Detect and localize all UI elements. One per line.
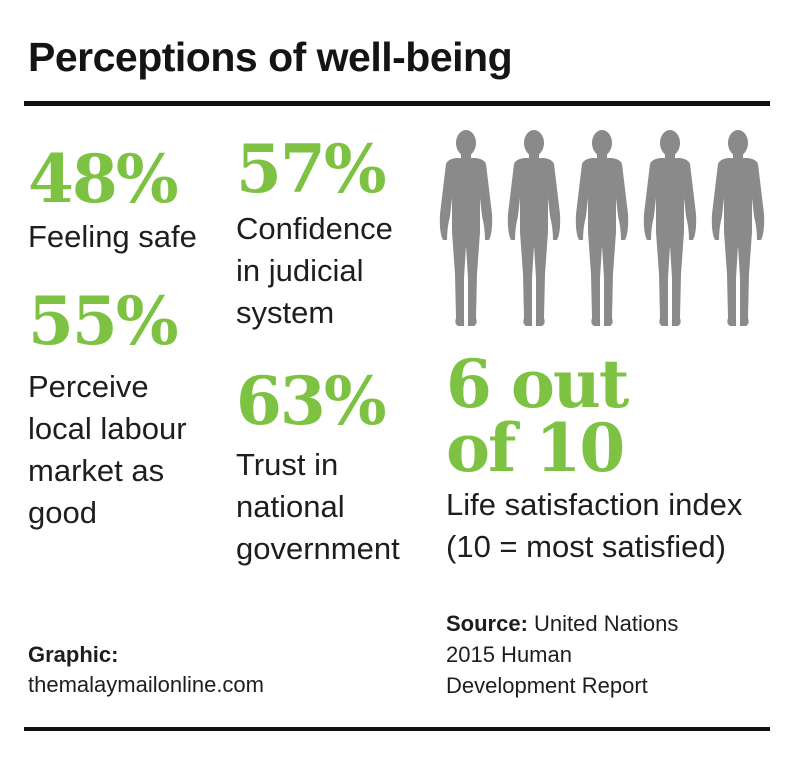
stat-judicial-confidence: 57% Confidence in judicial system: [236, 130, 436, 334]
figures-svg: [439, 130, 765, 326]
graphic-credit-value: themalaymailonline.com: [28, 672, 264, 697]
stat-government-trust: 63% Trust in national government: [236, 362, 446, 570]
top-divider: [24, 101, 770, 106]
stat-label: Confidence in judicial system: [236, 208, 436, 334]
stat-labour-market: 55% Perceive local labour market as good: [28, 282, 228, 534]
stat-label-line: good: [28, 495, 97, 530]
person-silhouette-icon: [439, 130, 493, 326]
life-satisfaction-value: 6 out of 10: [446, 345, 629, 487]
source-credit: Source: United Nations 2015 Human Develo…: [446, 608, 746, 701]
stat-label-line: government: [236, 531, 400, 566]
stat-value: 48%: [28, 140, 179, 218]
stat-label: Perceive local labour market as good: [28, 366, 228, 534]
stat-label-line: in judicial: [236, 253, 364, 288]
graphic-credit-label: Graphic:: [28, 642, 119, 667]
stat-label-line: Trust in: [236, 447, 339, 482]
stat-label: Trust in national government: [236, 444, 446, 570]
stat-label-line: national: [236, 489, 345, 524]
stat-label-line: Perceive: [28, 369, 149, 404]
person-silhouette-icon: [643, 130, 697, 326]
person-silhouette-icon: [575, 130, 629, 326]
stat-feeling-safe: 48% Feeling safe: [28, 140, 197, 258]
source-label: Source:: [446, 611, 528, 636]
stat-value: 63%: [236, 362, 387, 440]
stat-value: 55%: [28, 282, 179, 360]
source-line: Development Report: [446, 673, 648, 698]
life-satisfaction-note: (10 = most satisfied): [446, 529, 726, 564]
life-satisfaction-value-line: 6 out: [446, 345, 629, 423]
source-line: 2015 Human: [446, 642, 572, 667]
stat-label-line: Confidence: [236, 211, 393, 246]
stat-label-line: market as: [28, 453, 165, 488]
person-silhouette-icon: [507, 130, 561, 326]
person-silhouette-icon: [711, 130, 765, 326]
bottom-divider: [24, 727, 770, 731]
figures-row: [432, 128, 770, 328]
stat-label-line: system: [236, 295, 335, 330]
life-satisfaction-label: Life satisfaction index (10 = most satis…: [446, 484, 742, 568]
graphic-credit: Graphic: themalaymailonline.com: [28, 640, 264, 700]
stat-label-line: local labour: [28, 411, 187, 446]
stat-value: 57%: [236, 130, 387, 208]
stat-label: Feeling safe: [28, 219, 197, 254]
source-line: United Nations: [534, 611, 679, 636]
life-satisfaction-value-line: of 10: [446, 409, 625, 487]
life-satisfaction-title: Life satisfaction index: [446, 487, 743, 522]
page-title: Perceptions of well-being: [28, 34, 513, 80]
